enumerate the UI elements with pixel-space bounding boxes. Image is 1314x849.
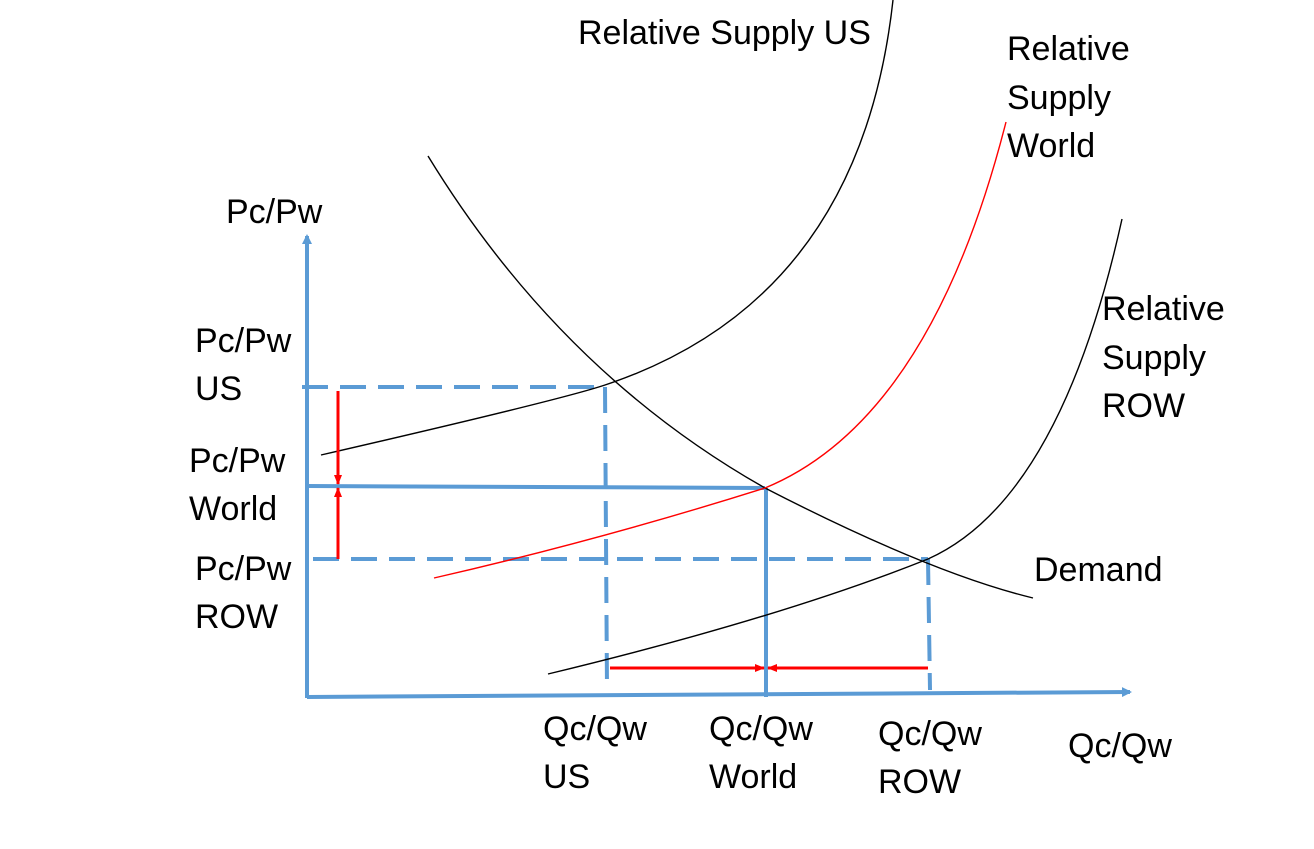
demand-label: Demand [1034, 551, 1163, 589]
quantity-us-label-line1: Qc/Qw [543, 710, 647, 748]
supply-row-label: Relative Supply ROW [1102, 290, 1234, 425]
supply-row-label-line2: Supply [1102, 339, 1206, 377]
price-world-label-line1: Pc/Pw [189, 442, 286, 480]
quantity-world-label-line2: World [709, 758, 797, 796]
demand-curve [427, 155, 1034, 599]
supply-row-label-line1: Relative [1102, 290, 1225, 328]
price-row-label: Pc/Pw ROW [195, 550, 301, 636]
x-axis-label: Qc/Qw [1068, 727, 1172, 765]
price-world-label: Pc/Pw World [189, 442, 295, 528]
relative-supply-world-curve [433, 121, 1007, 579]
supply-world-label-line2: Supply [1007, 79, 1111, 117]
quantity-world-label-line1: Qc/Qw [709, 710, 813, 748]
supply-world-label: Relative Supply World [1007, 30, 1139, 165]
relative-supply-row-curve [547, 218, 1123, 675]
price-us-label-line2: US [195, 370, 242, 408]
price-us-label-line1: Pc/Pw [195, 322, 292, 360]
quantity-us-label-line2: US [543, 758, 590, 796]
quantity-row-label-line2: ROW [878, 763, 961, 801]
supply-world-label-line1: Relative [1007, 30, 1130, 68]
quantity-row-label: Qc/Qw ROW [878, 715, 991, 801]
quantity-us-label: Qc/Qw US [543, 710, 656, 796]
supply-world-label-line3: World [1007, 127, 1095, 165]
x-axis [306, 687, 1132, 699]
price-row-label-line1: Pc/Pw [195, 550, 292, 588]
relative-supply-us-curve [320, 0, 894, 456]
price-world-guide [306, 484, 766, 490]
supply-row-label-line3: ROW [1102, 387, 1185, 425]
quantity-row-label-line1: Qc/Qw [878, 715, 982, 753]
price-world-label-line2: World [189, 490, 277, 528]
quantity-us-guide [603, 386, 609, 691]
quantity-row-guide [926, 558, 932, 691]
supply-us-label: Relative Supply US [578, 14, 871, 52]
quantity-world-label: Qc/Qw World [709, 710, 822, 796]
y-axis-label: Pc/Pw [226, 193, 323, 231]
price-us-label: Pc/Pw US [195, 322, 301, 408]
price-row-label-line2: ROW [195, 598, 278, 636]
